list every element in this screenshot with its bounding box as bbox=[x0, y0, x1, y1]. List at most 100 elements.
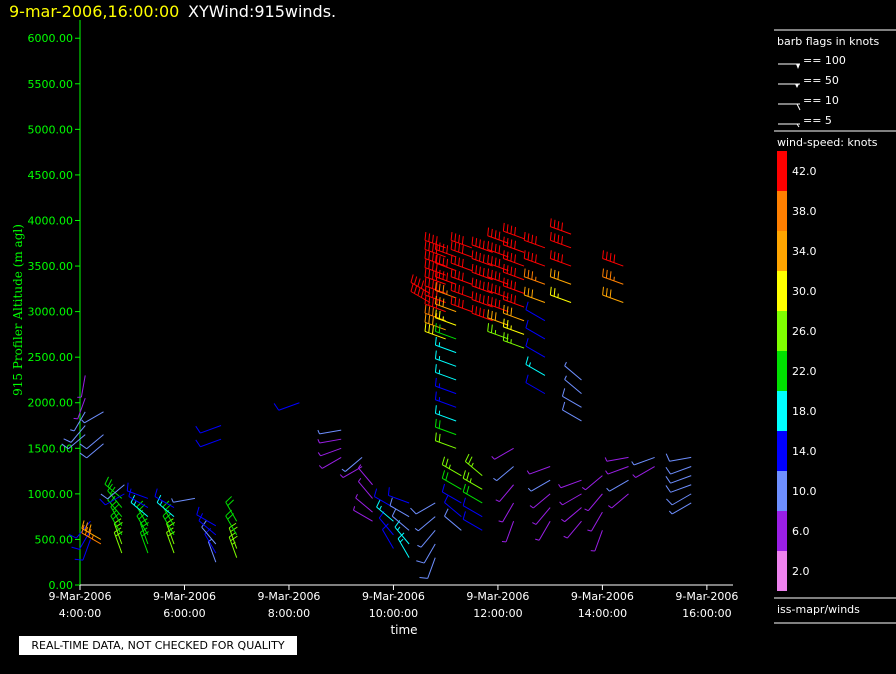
barb-staff bbox=[538, 520, 551, 541]
barb-feather bbox=[527, 233, 530, 242]
barb-feather bbox=[104, 476, 109, 485]
wind-barb bbox=[665, 475, 692, 484]
barb-staff bbox=[503, 285, 525, 294]
barb-feather bbox=[523, 232, 526, 241]
wind-barb bbox=[387, 487, 410, 504]
wind-barb bbox=[424, 232, 446, 249]
barb-feather bbox=[479, 239, 481, 248]
barb-feather bbox=[434, 405, 437, 414]
barb-feather bbox=[506, 251, 509, 260]
barb-staff bbox=[424, 276, 446, 285]
barb-feather bbox=[479, 294, 481, 303]
barb-feather bbox=[428, 324, 431, 333]
barb-feather bbox=[494, 243, 497, 253]
barb-staff bbox=[505, 521, 515, 543]
x-tick-date: 9-Mar-2006 bbox=[362, 590, 425, 603]
barb-half-feather bbox=[668, 510, 673, 515]
wind-barb bbox=[389, 497, 410, 518]
barb-feather bbox=[438, 256, 441, 265]
wind-barb bbox=[502, 291, 525, 308]
barb-staff bbox=[278, 402, 300, 411]
barb-feather bbox=[490, 297, 493, 306]
barb-feather bbox=[410, 507, 417, 515]
y-tick-label: 6000.00 bbox=[28, 32, 74, 45]
barb-feather bbox=[373, 488, 378, 497]
barb-staff bbox=[344, 457, 363, 472]
x-tick-date: 9-Mar-2006 bbox=[153, 590, 216, 603]
barb-feather bbox=[454, 297, 457, 306]
barb-legend-entry: == 50 bbox=[778, 74, 839, 88]
barb-staff bbox=[162, 515, 175, 536]
barb-feather bbox=[462, 511, 466, 520]
wind-barb bbox=[317, 438, 342, 444]
x-tick-date: 9-Mar-2006 bbox=[675, 590, 738, 603]
barb-feather bbox=[535, 254, 537, 263]
x-tick-time: 8:00:00 bbox=[268, 607, 310, 620]
barb-feather bbox=[458, 298, 460, 307]
barb-feather bbox=[454, 269, 457, 279]
barb-staff bbox=[424, 303, 446, 313]
barb-staff bbox=[471, 299, 493, 308]
wind-barb bbox=[444, 508, 462, 531]
barb-half-feather bbox=[498, 520, 503, 523]
barb-half-feather bbox=[81, 419, 85, 424]
barb-feather bbox=[510, 280, 513, 289]
barb-staff bbox=[471, 312, 493, 322]
barb-feather bbox=[112, 513, 120, 520]
barb-feather bbox=[110, 500, 118, 508]
barb-feather bbox=[273, 403, 280, 411]
wind-barb bbox=[502, 332, 525, 349]
barb-staff bbox=[128, 496, 149, 508]
wind-barb bbox=[391, 508, 410, 531]
barb-staff bbox=[671, 502, 692, 515]
wind-barb bbox=[79, 443, 104, 459]
barb-feather bbox=[434, 309, 437, 318]
barb-feather bbox=[432, 271, 434, 280]
wind-barb bbox=[424, 323, 446, 340]
barb-feather bbox=[506, 265, 509, 274]
barb-feather bbox=[468, 456, 473, 465]
barb-feather bbox=[450, 295, 453, 305]
barb-feather bbox=[424, 286, 427, 296]
wind-barb bbox=[527, 479, 551, 492]
wind-barb bbox=[434, 405, 457, 422]
barb-feather bbox=[514, 268, 516, 277]
barb-staff bbox=[200, 438, 222, 448]
barb-feather bbox=[387, 487, 390, 496]
barb-staff bbox=[471, 271, 493, 281]
barb-staff bbox=[435, 371, 457, 381]
barb-half-feather bbox=[341, 468, 346, 472]
barb-staff bbox=[80, 375, 86, 398]
wind-barb bbox=[605, 466, 629, 475]
chart-axes bbox=[79, 20, 733, 586]
barb-feather bbox=[498, 286, 501, 295]
barb-feather bbox=[397, 532, 405, 539]
barb-staff bbox=[564, 379, 582, 395]
barb-feather bbox=[510, 266, 513, 275]
wind-barb bbox=[632, 466, 655, 478]
barb-staff bbox=[633, 456, 655, 466]
barb-feather bbox=[428, 269, 431, 279]
barb-half-feather bbox=[471, 462, 474, 467]
barb-staff bbox=[105, 493, 125, 506]
y-tick-group: 0.00 500.00 1000.00 1500.00 2000.00 2500.00 30… bbox=[28, 32, 80, 592]
barb-staff bbox=[487, 248, 509, 258]
wind-barb bbox=[487, 323, 509, 340]
barb-feather bbox=[128, 488, 132, 497]
barb-staff bbox=[435, 317, 457, 326]
wind-barb bbox=[549, 268, 572, 285]
barb-staff bbox=[423, 543, 436, 564]
barb-half-feather bbox=[564, 361, 567, 367]
barb-staff bbox=[524, 294, 546, 303]
wind-barb bbox=[99, 493, 125, 506]
color-scale-label: 22.0 bbox=[792, 365, 817, 378]
wind-barb bbox=[353, 506, 373, 522]
barb-feather bbox=[228, 531, 237, 538]
wind-barb bbox=[471, 277, 493, 294]
barb-half-feather bbox=[91, 534, 94, 540]
wind-barb bbox=[424, 314, 446, 331]
barb-feather bbox=[389, 497, 393, 506]
barb-half-feather bbox=[606, 487, 610, 492]
barb-feather bbox=[410, 274, 414, 283]
barb-feather bbox=[553, 269, 556, 279]
